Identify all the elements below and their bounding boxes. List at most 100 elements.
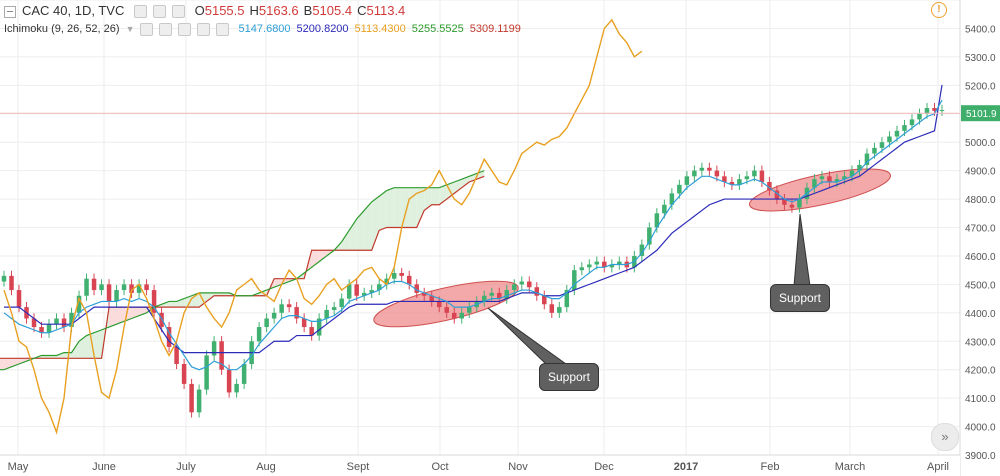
candle-body xyxy=(849,170,855,177)
candle-body xyxy=(504,290,510,299)
candle-body xyxy=(39,327,44,333)
candle-body xyxy=(887,136,892,143)
candle-body xyxy=(669,193,675,205)
close-icon[interactable] xyxy=(216,23,230,36)
source-icon[interactable] xyxy=(178,23,192,36)
candle-body xyxy=(752,170,757,177)
candle-body xyxy=(534,287,540,296)
settings-icon[interactable] xyxy=(159,23,173,36)
grid xyxy=(0,0,960,456)
candle-body xyxy=(391,273,397,279)
candle-body xyxy=(436,301,442,308)
candle-body xyxy=(189,383,194,413)
candle-body xyxy=(692,170,697,177)
support-callout-1[interactable]: Support xyxy=(539,363,599,391)
alert-icon[interactable]: ! xyxy=(931,2,947,18)
kumo-segment xyxy=(0,358,4,370)
candle-body xyxy=(106,284,112,302)
candle-body xyxy=(121,284,127,291)
y-tick-label: 5400.0 xyxy=(965,24,996,35)
kumo-segment xyxy=(349,218,357,251)
indicator-values: 5147.6800 5200.8200 5113.4300 5255.5525 5309… xyxy=(239,23,527,35)
candle-body xyxy=(812,179,817,188)
candle-body xyxy=(9,275,14,291)
candle-body xyxy=(196,389,202,413)
kumo-segment xyxy=(94,329,102,359)
ohlc-value: 5113.4 xyxy=(366,3,406,18)
x-tick-label: Sept xyxy=(347,461,370,473)
scroll-to-realtime-button[interactable]: » xyxy=(931,423,959,451)
kumo-segment xyxy=(176,298,185,308)
kumo-segment xyxy=(364,201,372,251)
y-tick-label: 4100.0 xyxy=(965,394,996,405)
candle-body xyxy=(339,298,344,308)
y-tick-label: 3900.0 xyxy=(965,451,996,462)
last-price-badge xyxy=(961,105,1000,122)
ohlc-key: B xyxy=(303,3,313,18)
candle-body xyxy=(557,307,562,313)
kumo-segment xyxy=(401,187,410,228)
candle-body xyxy=(219,341,224,370)
candle-body xyxy=(759,170,765,182)
indicator-value: 5200.8200 xyxy=(296,23,349,36)
collapse-legend-icon[interactable] xyxy=(4,5,16,18)
candle-body xyxy=(76,295,82,313)
candle-body xyxy=(684,176,690,185)
kumo-segment xyxy=(49,355,57,359)
settings-icon[interactable] xyxy=(152,5,166,19)
candle-body xyxy=(587,264,592,268)
candle-body xyxy=(354,284,359,296)
candle-body xyxy=(594,261,600,265)
candle-body xyxy=(497,292,502,299)
candle-body xyxy=(572,270,577,291)
candle-body xyxy=(204,355,209,390)
candle-body xyxy=(234,383,239,393)
chevron-down-icon[interactable]: ▼ xyxy=(125,24,135,35)
indicator-lines xyxy=(0,18,960,435)
candle-body xyxy=(917,113,922,120)
candle-body xyxy=(114,290,119,302)
eye-icon[interactable] xyxy=(133,5,147,19)
candle-body xyxy=(159,312,164,328)
eye-icon[interactable] xyxy=(140,23,154,36)
add-icon[interactable] xyxy=(197,23,211,36)
kumo-segment xyxy=(221,292,230,296)
indicator-value: 5113.4300 xyxy=(354,23,406,36)
indicator-legend: Ichimoku (9, 26, 52, 26) ▼ 5147.6800 5200.… xyxy=(4,23,533,36)
candle-body xyxy=(271,312,277,319)
candle-body xyxy=(331,307,337,310)
kumo-segment xyxy=(416,187,425,228)
kumo-segment xyxy=(86,332,95,359)
candle-body xyxy=(399,273,404,276)
candle-body xyxy=(864,153,870,165)
candle-body xyxy=(677,184,682,194)
ohlc-b: B5105.4 xyxy=(304,3,352,18)
indicator-value: 5147.6800 xyxy=(238,23,291,36)
candle-body xyxy=(181,364,187,384)
indicator-value: 5255.5525 xyxy=(411,23,464,36)
y-tick-label: 5200.0 xyxy=(965,81,996,92)
candle-body xyxy=(617,261,622,265)
candle-body xyxy=(151,290,157,313)
last-price-label: 5101.9 xyxy=(966,109,997,120)
y-tick-label: 4700.0 xyxy=(965,224,996,235)
candle-body xyxy=(489,292,495,296)
ohlc-key: H xyxy=(249,3,259,18)
support-callout-2[interactable]: Support xyxy=(770,284,830,312)
kumo-segment xyxy=(371,196,380,251)
symbol-legend: CAC 40, 1D, TVC O5155.5 H5163.6 B5105.4 C51… xyxy=(4,3,416,19)
kumo-segment xyxy=(184,295,192,308)
close-icon[interactable] xyxy=(171,5,185,19)
candle-body xyxy=(789,204,795,208)
x-tick-label: June xyxy=(92,461,116,473)
ohlc-h: H5163.6 xyxy=(250,3,299,18)
candle-body xyxy=(722,176,727,182)
y-tick-label: 4400.0 xyxy=(965,309,996,320)
symbol-title: CAC 40, 1D, TVC xyxy=(22,3,125,18)
candle-body xyxy=(16,290,22,308)
candle-body xyxy=(46,324,52,333)
indicator-name: Ichimoku (9, 26, 52, 26) xyxy=(4,23,120,36)
candle-body xyxy=(241,364,247,384)
candles xyxy=(1,102,945,418)
